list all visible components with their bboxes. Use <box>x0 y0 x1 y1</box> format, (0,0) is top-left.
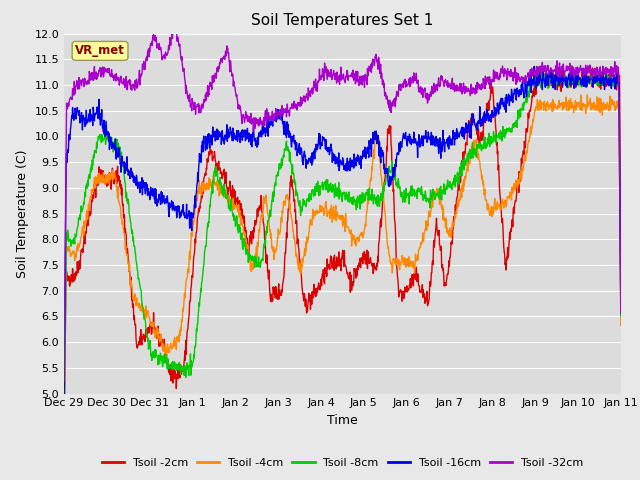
Tsoil -32cm <box>309 89 317 95</box>
Tsoil -2cm <box>72 269 79 275</box>
Tsoil -8cm <box>377 191 385 196</box>
Tsoil -32cm <box>72 84 79 90</box>
Tsoil -8cm <box>404 191 412 196</box>
Tsoil -32cm <box>170 24 177 30</box>
Tsoil -16cm <box>308 159 316 165</box>
Tsoil -4cm <box>558 100 566 106</box>
Tsoil -4cm <box>72 251 79 257</box>
Tsoil -8cm <box>558 80 566 86</box>
Tsoil -2cm <box>65 277 72 283</box>
Tsoil -32cm <box>378 75 385 81</box>
Line: Tsoil -8cm: Tsoil -8cm <box>64 68 621 445</box>
Tsoil -16cm <box>617 301 625 307</box>
Tsoil -32cm <box>405 76 413 82</box>
Tsoil -4cm <box>617 323 625 328</box>
Tsoil -2cm <box>60 460 68 466</box>
Tsoil -16cm <box>377 160 385 166</box>
Tsoil -16cm <box>404 134 412 140</box>
Tsoil -16cm <box>65 149 72 155</box>
Tsoil -16cm <box>599 63 607 69</box>
Tsoil -2cm <box>308 292 316 298</box>
Title: Soil Temperatures Set 1: Soil Temperatures Set 1 <box>252 13 433 28</box>
Tsoil -8cm <box>538 65 546 71</box>
Line: Tsoil -16cm: Tsoil -16cm <box>64 66 621 413</box>
Line: Tsoil -4cm: Tsoil -4cm <box>64 95 621 453</box>
Line: Tsoil -32cm: Tsoil -32cm <box>64 27 621 381</box>
Tsoil -32cm <box>60 378 68 384</box>
Tsoil -16cm <box>558 72 566 78</box>
Legend: Tsoil -2cm, Tsoil -4cm, Tsoil -8cm, Tsoil -16cm, Tsoil -32cm: Tsoil -2cm, Tsoil -4cm, Tsoil -8cm, Tsoi… <box>97 453 588 472</box>
Tsoil -32cm <box>617 311 625 316</box>
Tsoil -4cm <box>377 172 385 178</box>
Tsoil -2cm <box>558 66 566 72</box>
X-axis label: Time: Time <box>327 414 358 427</box>
Tsoil -8cm <box>617 313 625 319</box>
Tsoil -4cm <box>65 248 72 254</box>
Tsoil -8cm <box>65 231 72 237</box>
Tsoil -8cm <box>72 232 79 238</box>
Tsoil -2cm <box>617 289 625 295</box>
Tsoil -2cm <box>404 287 412 292</box>
Tsoil -32cm <box>558 69 566 75</box>
Tsoil -8cm <box>60 443 68 448</box>
Tsoil -4cm <box>404 264 412 270</box>
Tsoil -4cm <box>60 450 68 456</box>
Line: Tsoil -2cm: Tsoil -2cm <box>64 68 621 463</box>
Tsoil -2cm <box>589 65 596 71</box>
Tsoil -8cm <box>308 187 316 192</box>
Tsoil -4cm <box>308 210 316 216</box>
Tsoil -2cm <box>377 216 385 222</box>
Tsoil -16cm <box>72 108 79 114</box>
Tsoil -16cm <box>60 410 68 416</box>
Tsoil -32cm <box>65 100 72 106</box>
Tsoil -4cm <box>584 92 591 98</box>
Y-axis label: Soil Temperature (C): Soil Temperature (C) <box>16 149 29 278</box>
Text: VR_met: VR_met <box>75 44 125 58</box>
